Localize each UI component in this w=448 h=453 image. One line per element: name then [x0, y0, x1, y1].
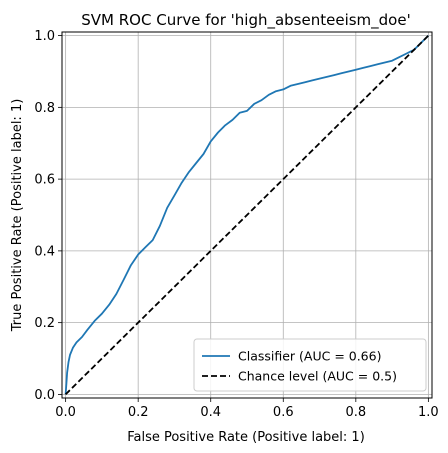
- y-tick-label: 0.2: [34, 316, 55, 331]
- x-axis-label: False Positive Rate (Positive label: 1): [127, 430, 365, 445]
- x-tick-label: 0.6: [273, 405, 294, 420]
- y-tick-label: 0.6: [34, 173, 55, 188]
- x-tick-label: 1.0: [418, 405, 439, 420]
- x-tick-label: 0.0: [55, 405, 76, 420]
- y-tick-label: 1.0: [34, 29, 55, 44]
- legend-label-chance-level: Chance level (AUC = 0.5): [238, 369, 397, 384]
- y-tick-label: 0.0: [34, 388, 55, 403]
- x-tick-label: 0.8: [345, 405, 366, 420]
- legend: Classifier (AUC = 0.66) Chance level (AU…: [194, 339, 426, 391]
- y-tick-label: 0.4: [34, 244, 55, 259]
- legend-label-classifier: Classifier (AUC = 0.66): [238, 349, 381, 364]
- chart-title: SVM ROC Curve for 'high_absenteeism_doe': [81, 11, 410, 30]
- x-tick-label: 0.2: [128, 405, 149, 420]
- y-tick-label: 0.8: [34, 101, 55, 116]
- y-axis-label: True Positive Rate (Positive label: 1): [10, 99, 25, 333]
- x-tick-label: 0.4: [200, 405, 221, 420]
